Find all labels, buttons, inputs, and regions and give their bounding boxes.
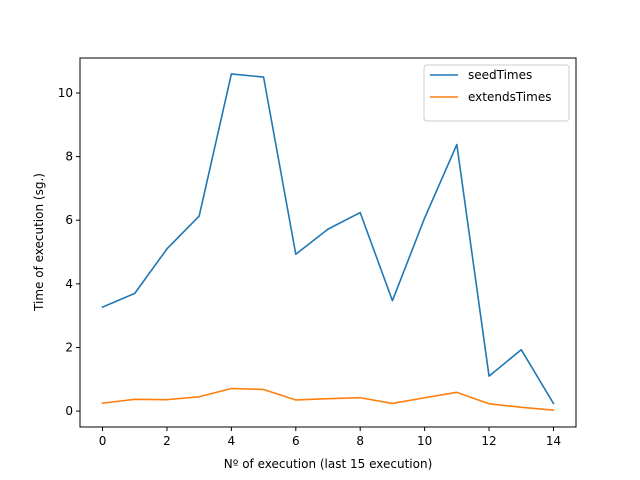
legend: seedTimes extendsTimes xyxy=(423,64,570,122)
y-tick-label: 6 xyxy=(65,213,73,227)
y-tick-label: 0 xyxy=(65,404,73,418)
series-line-extendsTimes xyxy=(101,387,555,412)
series-layer xyxy=(101,73,555,412)
x-tick-label: 8 xyxy=(356,434,364,448)
x-tick-label: 2 xyxy=(163,434,171,448)
y-axis: 0 2 4 6 8 10 xyxy=(58,86,80,418)
y-tick-label: 10 xyxy=(58,86,73,100)
x-tick-label: 0 xyxy=(99,434,107,448)
series-line-seedTimes xyxy=(101,73,555,405)
legend-label: extendsTimes xyxy=(468,90,551,104)
y-tick-label: 8 xyxy=(65,150,73,164)
x-tick-label: 4 xyxy=(228,434,236,448)
legend-label: seedTimes xyxy=(468,68,532,82)
plot-frame xyxy=(79,57,577,428)
y-tick-label: 4 xyxy=(65,277,73,291)
x-axis-label: Nº of execution (last 15 execution) xyxy=(224,457,433,471)
x-tick-label: 12 xyxy=(481,434,496,448)
x-tick-label: 14 xyxy=(546,434,561,448)
x-tick-label: 10 xyxy=(417,434,432,448)
x-tick-label: 6 xyxy=(292,434,300,448)
legend-box xyxy=(423,64,570,122)
y-axis-label: Time of execution (sg.) xyxy=(32,173,46,312)
y-tick-label: 2 xyxy=(65,340,73,354)
x-axis: 0 2 4 6 8 10 12 14 xyxy=(99,427,561,448)
